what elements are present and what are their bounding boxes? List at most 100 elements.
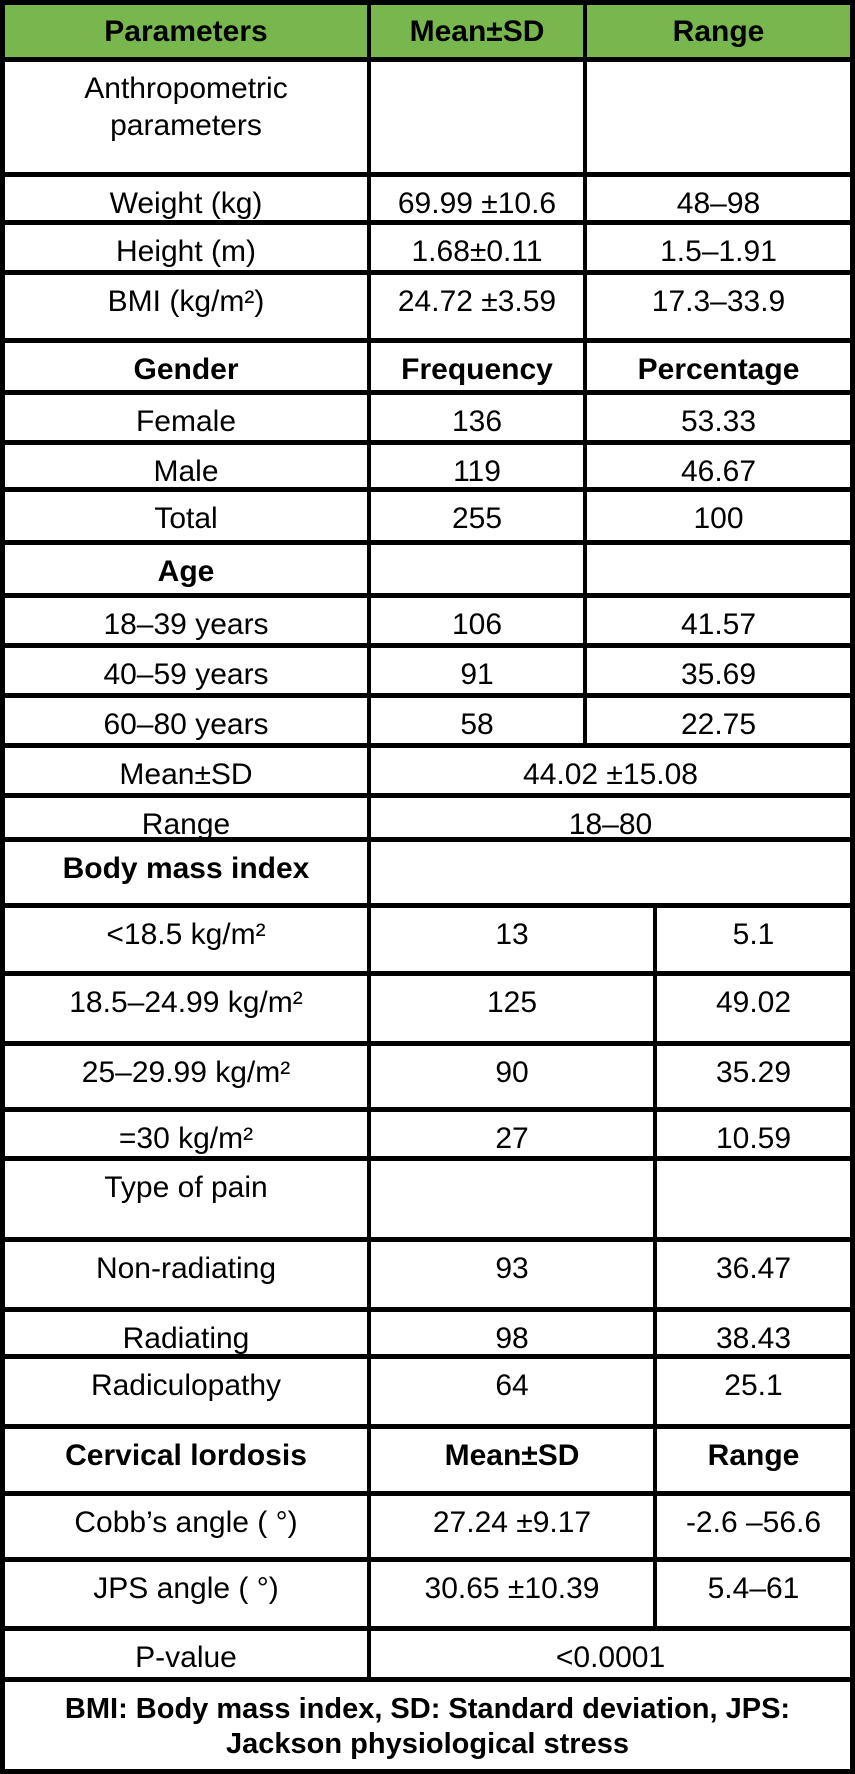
cell-mean: 30.65 ±10.39 (367, 1562, 653, 1626)
header-mean-sd: Mean±SD (367, 5, 583, 57)
cell-merged-value: 44.02 ±15.08 (367, 748, 850, 793)
cell-frequency: 27 (367, 1112, 653, 1156)
cell-label: P-value (135, 1641, 237, 1674)
cell-merged-value: 18–80 (367, 798, 850, 841)
cell-frequency: 64 (367, 1359, 653, 1424)
cell-label: Range (141, 808, 231, 841)
cell-percentage: 35.29 (653, 1046, 850, 1107)
cell-percentage: 5.1 (653, 908, 850, 971)
cell-percentage: 10.59 (653, 1112, 850, 1156)
cell-frequency: 255 (367, 492, 583, 540)
row-lordosis-header: Cervical lordosis Mean±SD Range (5, 1429, 850, 1496)
cell-percentage: 53.33 (583, 395, 850, 440)
cell-frequency: 90 (367, 1046, 653, 1107)
cell-frequency: 98 (367, 1312, 653, 1355)
cell-label: Age (157, 555, 215, 588)
cell-percentage: 100 (583, 492, 850, 540)
cell-percentage: 46.67 (583, 445, 850, 488)
cell-percentage-header: Percentage (583, 343, 850, 390)
cell-label: Cobb’s angle ( °) (74, 1506, 298, 1539)
cell-label: 18.5–24.99 kg/m² (69, 986, 303, 1019)
cell-frequency: 119 (367, 445, 583, 488)
cell-percentage: 49.02 (653, 976, 850, 1041)
row-p-value: P-value <0.0001 (5, 1631, 850, 1682)
cell-range: 1.5–1.91 (583, 225, 850, 270)
header-range: Range (583, 5, 850, 57)
cell-range: 17.3–33.9 (583, 275, 850, 338)
cell-frequency: 106 (367, 598, 583, 643)
cell-label: Gender (133, 353, 239, 386)
row-anthropometric-section: Anthropometric parameters (5, 62, 850, 177)
cell-empty (367, 1161, 653, 1237)
row-footnote: BMI: Body mass index, SD: Standard devia… (5, 1682, 850, 1769)
cell-label: Total (154, 502, 218, 535)
cell-range: 5.4–61 (653, 1562, 850, 1626)
cell-mean: 1.68±0.11 (367, 225, 583, 270)
cell-label: Type of pain (104, 1171, 268, 1204)
row-radiculopathy: Radiculopathy 64 25.1 (5, 1359, 850, 1429)
cell-label: Cervical lordosis (65, 1439, 307, 1472)
cell-range (583, 62, 850, 172)
cell-label: 40–59 years (103, 658, 269, 691)
row-bmi: BMI (kg/m²) 24.72 ±3.59 17.3–33.9 (5, 275, 850, 343)
cell-label: 18–39 years (103, 608, 269, 641)
row-height: Height (m) 1.68±0.11 1.5–1.91 (5, 225, 850, 275)
cell-frequency: 91 (367, 648, 583, 693)
cell-percentage: 38.43 (653, 1312, 850, 1355)
cell-mean-sd-header: Mean±SD (367, 1429, 653, 1491)
cell-merged-empty (367, 842, 850, 903)
row-non-radiating: Non-radiating 93 36.47 (5, 1242, 850, 1312)
cell-label: Radiculopathy (90, 1369, 282, 1402)
cell-label: Height (m) (115, 235, 257, 268)
table-header-row: Parameters Mean±SD Range (5, 5, 850, 62)
cell-merged-value: <0.0001 (367, 1631, 850, 1677)
cell-label: Body mass index (62, 852, 310, 885)
cell-label: 60–80 years (103, 708, 269, 741)
cell-label: Female (135, 405, 237, 438)
row-bmi-under-18-5: <18.5 kg/m² 13 5.1 (5, 908, 850, 976)
cell-percentage: 41.57 (583, 598, 850, 643)
cell-label: BMI (kg/m²) (107, 285, 265, 318)
cell-percentage: 35.69 (583, 648, 850, 693)
cell-label: 25–29.99 kg/m² (81, 1056, 291, 1089)
row-male: Male 119 46.67 (5, 445, 850, 492)
cell-frequency-header: Frequency (367, 343, 583, 390)
row-age-header: Age (5, 545, 850, 598)
row-radiating: Radiating 98 38.43 (5, 1312, 850, 1359)
header-parameters: Parameters (5, 5, 367, 57)
cell-label: =30 kg/m² (118, 1122, 254, 1155)
row-bmi-25-29-99: 25–29.99 kg/m² 90 35.29 (5, 1046, 850, 1112)
row-age-60-80: 60–80 years 58 22.75 (5, 698, 850, 748)
cell-range: 48–98 (583, 177, 850, 220)
cell-mean: 69.99 ±10.6 (367, 177, 583, 220)
row-bmi-30-plus: =30 kg/m² 27 10.59 (5, 1112, 850, 1161)
cell-frequency: 58 (367, 698, 583, 743)
cell-label: Weight (kg) (109, 187, 263, 220)
cell-percentage: 22.75 (583, 698, 850, 743)
cell-label: Male (153, 455, 219, 488)
cell-label: Radiating (122, 1322, 250, 1355)
cell-frequency: 136 (367, 395, 583, 440)
row-female: Female 136 53.33 (5, 395, 850, 445)
row-jps-angle: JPS angle ( °) 30.65 ±10.39 5.4–61 (5, 1562, 850, 1631)
row-bmi-18-5-24-99: 18.5–24.99 kg/m² 125 49.02 (5, 976, 850, 1046)
row-cobbs-angle: Cobb’s angle ( °) 27.24 ±9.17 -2.6 –56.6 (5, 1496, 850, 1562)
row-pain-section: Type of pain (5, 1161, 850, 1242)
row-age-mean-sd: Mean±SD 44.02 ±15.08 (5, 748, 850, 798)
cell-label: Mean±SD (119, 758, 253, 791)
row-age-40-59: 40–59 years 91 35.69 (5, 648, 850, 698)
cell-empty (367, 545, 583, 593)
row-age-range: Range 18–80 (5, 798, 850, 842)
cell-label: Anthropometric parameters (84, 72, 288, 142)
cell-label: JPS angle ( °) (93, 1572, 279, 1605)
cell-range: -2.6 –56.6 (653, 1496, 850, 1557)
cell-label: <18.5 kg/m² (106, 918, 266, 951)
cell-frequency: 125 (367, 976, 653, 1041)
cell-percentage: 25.1 (653, 1359, 850, 1424)
cell-mean: 24.72 ±3.59 (367, 275, 583, 338)
cell-mean (367, 62, 583, 172)
row-total: Total 255 100 (5, 492, 850, 545)
row-weight: Weight (kg) 69.99 ±10.6 48–98 (5, 177, 850, 225)
row-bmi-section: Body mass index (5, 842, 850, 908)
